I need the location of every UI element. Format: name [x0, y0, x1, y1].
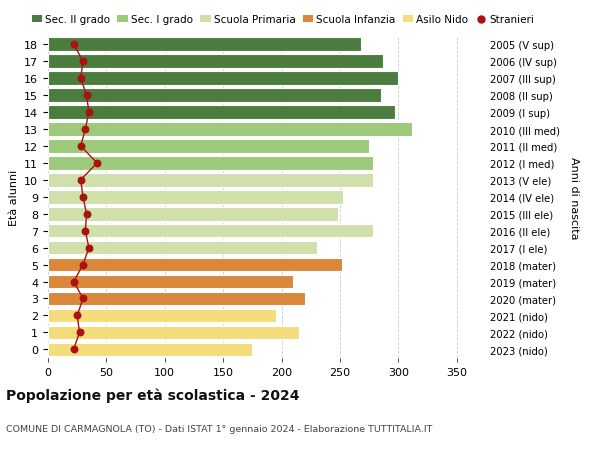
Point — [76, 143, 85, 150]
Bar — [48, 89, 381, 103]
Bar — [48, 241, 317, 255]
Point — [82, 92, 91, 100]
Text: Popolazione per età scolastica - 2024: Popolazione per età scolastica - 2024 — [6, 388, 299, 403]
Point — [84, 245, 94, 252]
Point — [80, 126, 90, 134]
Bar — [48, 326, 299, 339]
Bar — [48, 207, 338, 221]
Point — [69, 278, 79, 285]
Y-axis label: Età alunni: Età alunni — [8, 169, 19, 225]
Bar — [48, 72, 398, 86]
Bar — [48, 292, 305, 306]
Point — [78, 261, 88, 269]
Bar — [48, 157, 373, 170]
Point — [76, 177, 85, 184]
Text: COMUNE DI CARMAGNOLA (TO) - Dati ISTAT 1° gennaio 2024 - Elaborazione TUTTITALIA: COMUNE DI CARMAGNOLA (TO) - Dati ISTAT 1… — [6, 425, 433, 434]
Point — [75, 329, 85, 336]
Point — [73, 312, 82, 319]
Point — [80, 228, 90, 235]
Bar — [48, 140, 369, 153]
Point — [92, 160, 102, 167]
Bar — [48, 56, 383, 69]
Legend: Sec. II grado, Sec. I grado, Scuola Primaria, Scuola Infanzia, Asilo Nido, Stran: Sec. II grado, Sec. I grado, Scuola Prim… — [32, 15, 534, 25]
Bar — [48, 174, 373, 187]
Point — [78, 295, 88, 302]
Bar — [48, 39, 361, 52]
Bar — [48, 224, 373, 238]
Bar — [48, 343, 253, 356]
Point — [69, 346, 79, 353]
Bar — [48, 106, 395, 120]
Point — [76, 75, 85, 83]
Bar — [48, 275, 293, 289]
Point — [69, 41, 79, 49]
Bar — [48, 190, 343, 204]
Point — [84, 109, 94, 117]
Y-axis label: Anni di nascita: Anni di nascita — [569, 156, 579, 239]
Point — [78, 194, 88, 201]
Point — [78, 58, 88, 66]
Bar — [48, 309, 275, 323]
Point — [82, 211, 91, 218]
Bar — [48, 258, 342, 272]
Bar — [48, 123, 412, 136]
